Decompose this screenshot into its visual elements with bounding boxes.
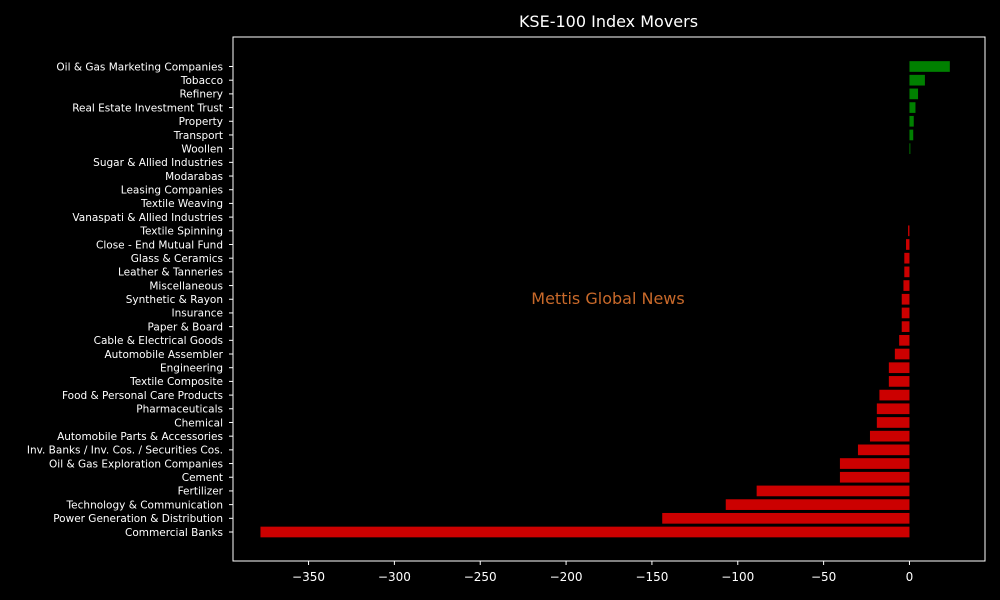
category-label: Property [179, 116, 223, 128]
bar [899, 334, 910, 346]
bar [839, 471, 910, 483]
category-label: Glass & Ceramics [131, 253, 223, 265]
x-tick-label: 0 [906, 570, 914, 584]
watermark-text: Mettis Global News [531, 289, 684, 308]
bar [909, 102, 916, 113]
category-label: Oil & Gas Exploration Companies [49, 458, 223, 470]
category-label: Textile Spinning [139, 226, 223, 238]
bar [909, 61, 950, 72]
category-label: Textile Composite [129, 376, 223, 388]
x-tick-label: −50 [811, 570, 836, 584]
category-label: Automobile Parts & Accessories [57, 431, 223, 443]
x-tick-label: −150 [635, 570, 668, 584]
category-label: Woollen [181, 143, 223, 155]
bar [908, 225, 910, 237]
category-label: Tobacco [180, 75, 223, 87]
category-label: Pharmaceuticals [136, 404, 223, 416]
bar [901, 293, 910, 305]
bar [876, 417, 910, 428]
bar [906, 239, 910, 250]
bar [904, 252, 910, 264]
bar [909, 115, 914, 127]
bar [901, 307, 910, 319]
category-label: Food & Personal Care Products [62, 390, 223, 402]
category-label: Cement [182, 472, 223, 484]
category-label: Power Generation & Distribution [53, 513, 223, 525]
bar [879, 389, 910, 401]
x-tick-label: −350 [292, 570, 325, 584]
bar [909, 143, 911, 154]
category-label: Inv. Banks / Inv. Cos. / Securities Cos. [27, 445, 223, 457]
bar [909, 129, 914, 141]
x-tick-label: −250 [464, 570, 497, 584]
category-label: Transport [173, 130, 223, 142]
bar [888, 376, 910, 387]
category-label: Leasing Companies [121, 185, 223, 197]
bar [903, 280, 910, 291]
category-label: Chemical [174, 417, 223, 429]
bar [662, 512, 910, 524]
category-label: Paper & Board [148, 321, 223, 333]
category-label: Textile Weaving [140, 198, 223, 210]
bar [888, 362, 910, 374]
x-tick-label: −300 [378, 570, 411, 584]
category-label: Real Estate Investment Trust [72, 102, 223, 114]
bars-group [260, 61, 950, 538]
x-axis-ticks: −350 −300 −250 −200 −150 −100 −50 0 [292, 561, 913, 584]
category-label: Synthetic & Rayon [126, 294, 223, 306]
category-label: Modarabas [165, 171, 223, 183]
bar [839, 458, 910, 469]
bar [909, 74, 925, 86]
bar [901, 321, 910, 332]
category-label: Miscellaneous [149, 280, 223, 292]
bar [869, 430, 910, 442]
category-label: Insurance [171, 308, 223, 320]
category-label: Automobile Assembler [105, 349, 224, 361]
bar [904, 266, 910, 278]
bar [725, 499, 910, 510]
bar [260, 526, 910, 538]
category-label: Sugar & Allied Industries [93, 157, 223, 169]
bar [894, 348, 910, 360]
category-label: Cable & Electrical Goods [94, 335, 223, 347]
category-labels: Oil & Gas Marketing Companies Tobacco Refi… [27, 61, 233, 539]
category-label: Refinery [179, 89, 223, 101]
bar [909, 88, 919, 100]
bar [857, 444, 910, 456]
bar [756, 485, 910, 497]
category-label: Oil & Gas Marketing Companies [56, 61, 223, 73]
category-label: Close - End Mutual Fund [96, 239, 223, 251]
chart-title: KSE-100 Index Movers [518, 12, 699, 31]
bar [876, 403, 910, 415]
category-label: Vanaspati & Allied Industries [72, 212, 223, 224]
x-tick-label: −100 [721, 570, 754, 584]
category-label: Technology & Communication [66, 499, 223, 511]
category-label: Engineering [160, 363, 223, 375]
x-tick-label: −200 [550, 570, 583, 584]
category-label: Fertilizer [178, 486, 224, 498]
category-label: Leather & Tanneries [118, 267, 223, 279]
category-label: Commercial Banks [125, 527, 223, 539]
